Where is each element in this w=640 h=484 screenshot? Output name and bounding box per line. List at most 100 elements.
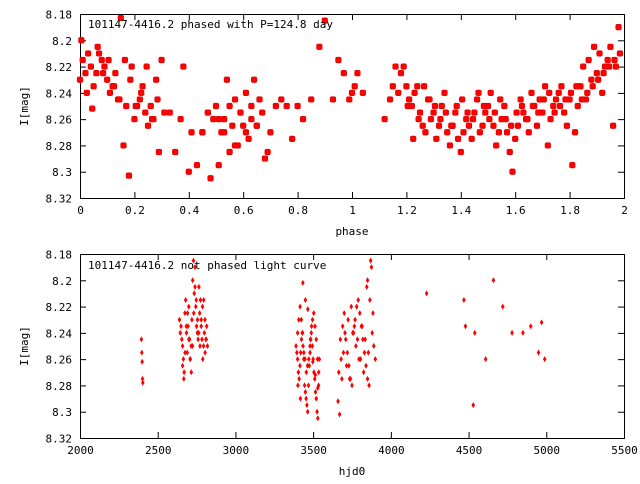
data-point (593, 70, 600, 77)
data-point (316, 369, 321, 376)
data-point (301, 343, 305, 349)
data-point (506, 148, 513, 156)
data-point (278, 96, 285, 103)
data-point (272, 102, 279, 110)
data-point (85, 50, 92, 57)
phased-points (76, 14, 624, 182)
data-point (400, 63, 407, 70)
data-point (546, 89, 553, 96)
data-point (611, 56, 618, 64)
data-point (339, 356, 343, 363)
data-point (196, 329, 201, 336)
data-point (354, 343, 358, 349)
data-point (452, 109, 459, 116)
data-point (177, 316, 182, 323)
data-point (595, 76, 602, 83)
data-point (520, 109, 527, 116)
data-point (563, 122, 570, 129)
data-point (112, 70, 119, 77)
data-point (104, 76, 111, 83)
data-point (420, 83, 428, 90)
data-point (340, 70, 347, 77)
data-point (558, 83, 565, 90)
unphased-x-tick-label: 3500 (300, 444, 327, 457)
data-point (184, 323, 189, 330)
data-point (604, 56, 611, 64)
data-point (191, 310, 196, 317)
phased-x-tick-label: 2 (621, 204, 628, 217)
unphased-y-tick-label: 8.26 (46, 354, 73, 367)
phased-y-tick-label: 8.28 (46, 140, 73, 153)
data-point (193, 162, 201, 169)
data-point (161, 109, 168, 116)
data-point (345, 349, 350, 356)
unphased-x-tick-label: 4500 (456, 444, 483, 457)
data-point (190, 277, 195, 284)
data-point (200, 303, 205, 310)
data-point (392, 63, 399, 70)
data-point (221, 116, 228, 123)
data-point (463, 323, 468, 330)
data-point (415, 116, 422, 123)
data-point (296, 369, 301, 376)
data-point (200, 336, 204, 343)
data-point (106, 89, 114, 96)
phased-x-tick-label: 0 (77, 204, 84, 217)
data-point (483, 356, 488, 363)
unphased-y-tick-label: 8.3 (52, 406, 72, 419)
data-point (295, 356, 300, 363)
data-point (311, 310, 316, 317)
data-point (442, 109, 449, 116)
data-point (158, 56, 165, 64)
unphased-points (139, 257, 547, 422)
data-point (561, 109, 568, 116)
data-point (469, 116, 477, 123)
data-point (83, 89, 90, 96)
data-point (185, 310, 190, 317)
data-point (90, 83, 97, 90)
data-point (480, 102, 488, 110)
data-point (101, 63, 108, 70)
data-point (309, 329, 314, 336)
data-point (460, 129, 467, 136)
data-point (299, 316, 304, 323)
data-point (431, 102, 439, 110)
data-point (306, 306, 310, 313)
data-point (98, 56, 105, 64)
data-point (367, 382, 371, 389)
data-point (542, 356, 547, 363)
data-point (371, 310, 375, 317)
data-point (607, 43, 614, 50)
data-point (183, 310, 187, 317)
data-point (590, 43, 598, 50)
data-point (125, 172, 133, 179)
data-point (296, 382, 300, 389)
phased-x-tick-label: 1.4 (451, 204, 471, 217)
data-point (404, 102, 411, 110)
phased-x-tick-label: 1.8 (560, 204, 580, 217)
data-point (190, 343, 195, 349)
data-point (562, 96, 569, 103)
data-point (180, 343, 185, 349)
data-point (306, 382, 311, 389)
data-point (196, 336, 200, 343)
data-point (204, 323, 209, 330)
data-point (444, 129, 451, 136)
data-point (426, 96, 433, 103)
data-point (82, 70, 89, 77)
data-point (589, 83, 596, 90)
unphased-title: 101147-4416.2 not phased light curve (88, 259, 326, 272)
unphased-x-tick-label: 2000 (67, 444, 94, 457)
data-point (329, 96, 337, 103)
data-point (154, 96, 161, 103)
data-point (123, 102, 130, 110)
data-point (487, 89, 494, 96)
data-point (381, 116, 388, 123)
data-point (295, 329, 300, 336)
phased-x-tick-label: 0.8 (288, 204, 308, 217)
phased-y-tick-label: 8.22 (46, 61, 73, 74)
data-point (110, 83, 118, 90)
data-point (313, 371, 318, 378)
data-point (138, 89, 145, 96)
data-point (347, 362, 351, 369)
